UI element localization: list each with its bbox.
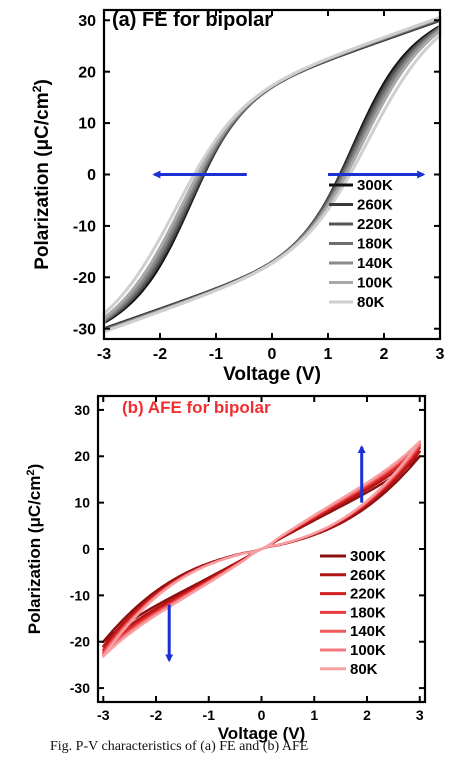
legend: 300K 260K 220K 180K 140K 100K 80K <box>329 177 393 311</box>
y-tick-label: 30 <box>74 402 90 418</box>
x-axis-title: Voltage (V) <box>223 364 321 385</box>
x-tick-label: 2 <box>363 707 371 723</box>
x-tick-label: 0 <box>268 346 277 363</box>
panel-title: (b) AFE for bipolar <box>122 398 271 417</box>
x-tick-label: -3 <box>97 707 110 723</box>
y-tick-label: 10 <box>74 495 90 511</box>
legend-label: 300K <box>357 177 393 194</box>
x-tick-label: 3 <box>436 346 445 363</box>
legend-label: 100K <box>357 275 393 292</box>
x-axis-title: Voltage (V) <box>218 724 306 743</box>
y-axis-title: Polarization (μC/cm2) <box>30 79 53 270</box>
x-tick-label: 1 <box>310 707 318 723</box>
y-tick-label: -10 <box>70 587 90 603</box>
y-tick-label: 0 <box>82 541 90 557</box>
x-tick-label: 3 <box>416 707 424 723</box>
y-tick-label: 30 <box>78 13 96 30</box>
x-tick-label: -2 <box>150 707 163 723</box>
legend-label: 220K <box>350 586 386 603</box>
legend-label: 300K <box>350 548 386 565</box>
x-tick-label: -1 <box>209 346 223 363</box>
legend-label: 260K <box>350 567 386 584</box>
legend-label: 180K <box>350 604 386 621</box>
legend-label: 140K <box>350 623 386 640</box>
x-tick-label: -1 <box>203 707 216 723</box>
legend-label: 80K <box>357 294 385 311</box>
legend-label: 100K <box>350 642 386 659</box>
x-tick-label: -2 <box>153 346 167 363</box>
y-tick-label: -20 <box>70 634 90 650</box>
series-line-80K <box>102 440 421 658</box>
y-tick-label: 0 <box>87 167 96 184</box>
legend-label: 80K <box>350 661 378 678</box>
y-tick-label: 20 <box>78 64 96 81</box>
legend-label: 260K <box>357 197 393 214</box>
panel-title: (a) FE for bipolar <box>112 9 272 31</box>
y-tick-label: 10 <box>78 116 96 133</box>
y-tick-label: -10 <box>73 219 96 236</box>
x-tick-label: 0 <box>258 707 266 723</box>
x-tick-label: -3 <box>97 346 111 363</box>
y-tick-label: 20 <box>74 448 90 464</box>
legend-label: 220K <box>357 216 393 233</box>
x-tick-label: 2 <box>380 346 389 363</box>
legend-label: 140K <box>357 255 393 272</box>
figure-caption: Fig. P-V characteristics of (a) FE and (… <box>50 739 309 754</box>
y-tick-label: -20 <box>73 270 96 287</box>
x-tick-label: 1 <box>324 346 333 363</box>
y-axis-title: Polarization (μC/cm2) <box>25 464 44 635</box>
y-tick-label: -30 <box>70 680 90 696</box>
y-tick-label: -30 <box>73 321 96 338</box>
legend-label: 180K <box>357 236 393 253</box>
